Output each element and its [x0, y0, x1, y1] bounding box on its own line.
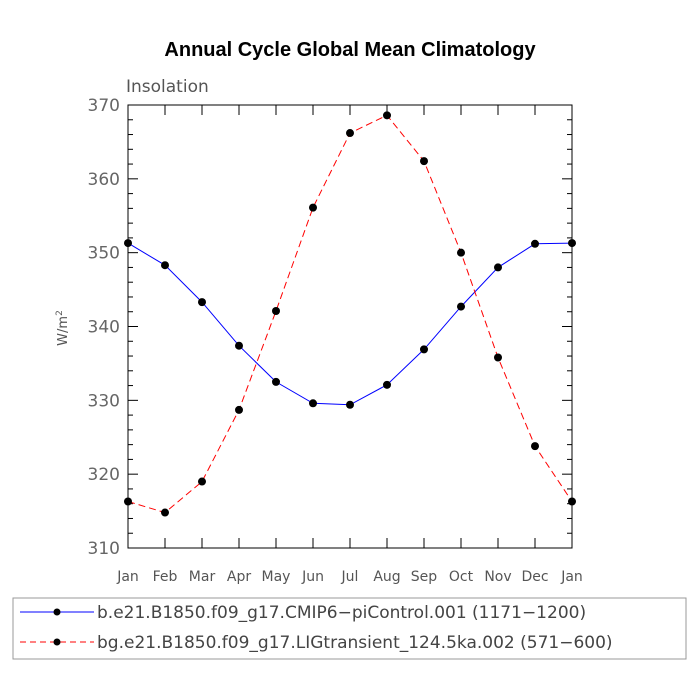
- x-tick-label: Jul: [341, 569, 359, 585]
- y-axis-label: W/m2: [55, 310, 71, 346]
- series-2-point: [346, 129, 354, 138]
- y-tick-label: 360: [88, 170, 120, 190]
- x-tick-label: May: [262, 569, 291, 585]
- series-2-point: [272, 306, 280, 315]
- chart-title: Annual Cycle Global Mean Climatology: [164, 39, 536, 61]
- y-tick-label: 310: [88, 539, 120, 559]
- series-2-point: [124, 497, 132, 506]
- series-1-point: [420, 345, 428, 354]
- x-tick-label: Aug: [373, 569, 400, 585]
- series-1-point: [161, 261, 169, 270]
- series-1-point: [457, 302, 465, 311]
- series-line-2: [127, 114, 573, 514]
- legend-label-series-1: b.e21.B1850.f09_g17.CMIP6−piControl.001 …: [97, 603, 586, 623]
- chart-subtitle: Insolation: [126, 77, 209, 97]
- y-tick-label: 330: [88, 391, 120, 411]
- series-1-point: [309, 399, 317, 408]
- y-tick-label: 370: [88, 96, 120, 116]
- legend-marker-series-1: [53, 608, 61, 616]
- x-tick-label: Jun: [301, 569, 324, 585]
- series-2-point: [161, 508, 169, 517]
- series-1-point: [346, 400, 354, 409]
- series-2-point: [531, 442, 539, 451]
- y-tick-label: 350: [88, 244, 120, 264]
- series-1-point: [531, 239, 539, 248]
- legend-box: [12, 597, 687, 660]
- series-2-point: [420, 157, 428, 166]
- series-1-point: [272, 377, 280, 386]
- series-line-1: [127, 242, 573, 406]
- series-layer: [124, 111, 576, 517]
- x-tick-label: Jan: [116, 569, 139, 585]
- x-tick-label: Mar: [189, 569, 216, 585]
- series-1-point: [198, 298, 206, 307]
- series-2-point: [457, 248, 465, 257]
- series-1-point: [235, 341, 243, 350]
- x-axis-ticks: Jan Feb Mar Apr May Jun Jul Aug Sep Oct Nov Dec Jan: [116, 105, 583, 585]
- legend: b.e21.B1850.f09_g17.CMIP6−piControl.001 …: [12, 597, 687, 660]
- x-tick-label: Dec: [521, 569, 548, 585]
- y-axis-ticks: 310 320 330 340 350 360 370: [88, 96, 572, 559]
- x-tick-label: Jan: [560, 569, 583, 585]
- x-tick-label: Feb: [153, 569, 178, 585]
- series-2-point: [309, 203, 317, 212]
- y-tick-label: 320: [88, 465, 120, 485]
- x-tick-label: Oct: [449, 569, 474, 585]
- legend-marker-series-2: [53, 638, 61, 646]
- legend-label-series-2: bg.e21.B1850.f09_g17.LIGtransient_124.5k…: [97, 633, 613, 653]
- series-2-point: [383, 111, 391, 120]
- series-2-point: [568, 497, 576, 506]
- series-1-point: [124, 239, 132, 248]
- series-1-point: [494, 263, 502, 272]
- plot-frame: [127, 104, 573, 549]
- x-tick-label: Nov: [484, 569, 511, 585]
- x-tick-label: Sep: [411, 569, 438, 585]
- series-2-point: [235, 405, 243, 414]
- series-2-point: [198, 477, 206, 486]
- series-2-point: [494, 353, 502, 362]
- x-tick-label: Apr: [227, 569, 251, 585]
- series-1-point: [568, 239, 576, 248]
- series-1-point: [383, 380, 391, 389]
- y-tick-label: 340: [88, 318, 120, 338]
